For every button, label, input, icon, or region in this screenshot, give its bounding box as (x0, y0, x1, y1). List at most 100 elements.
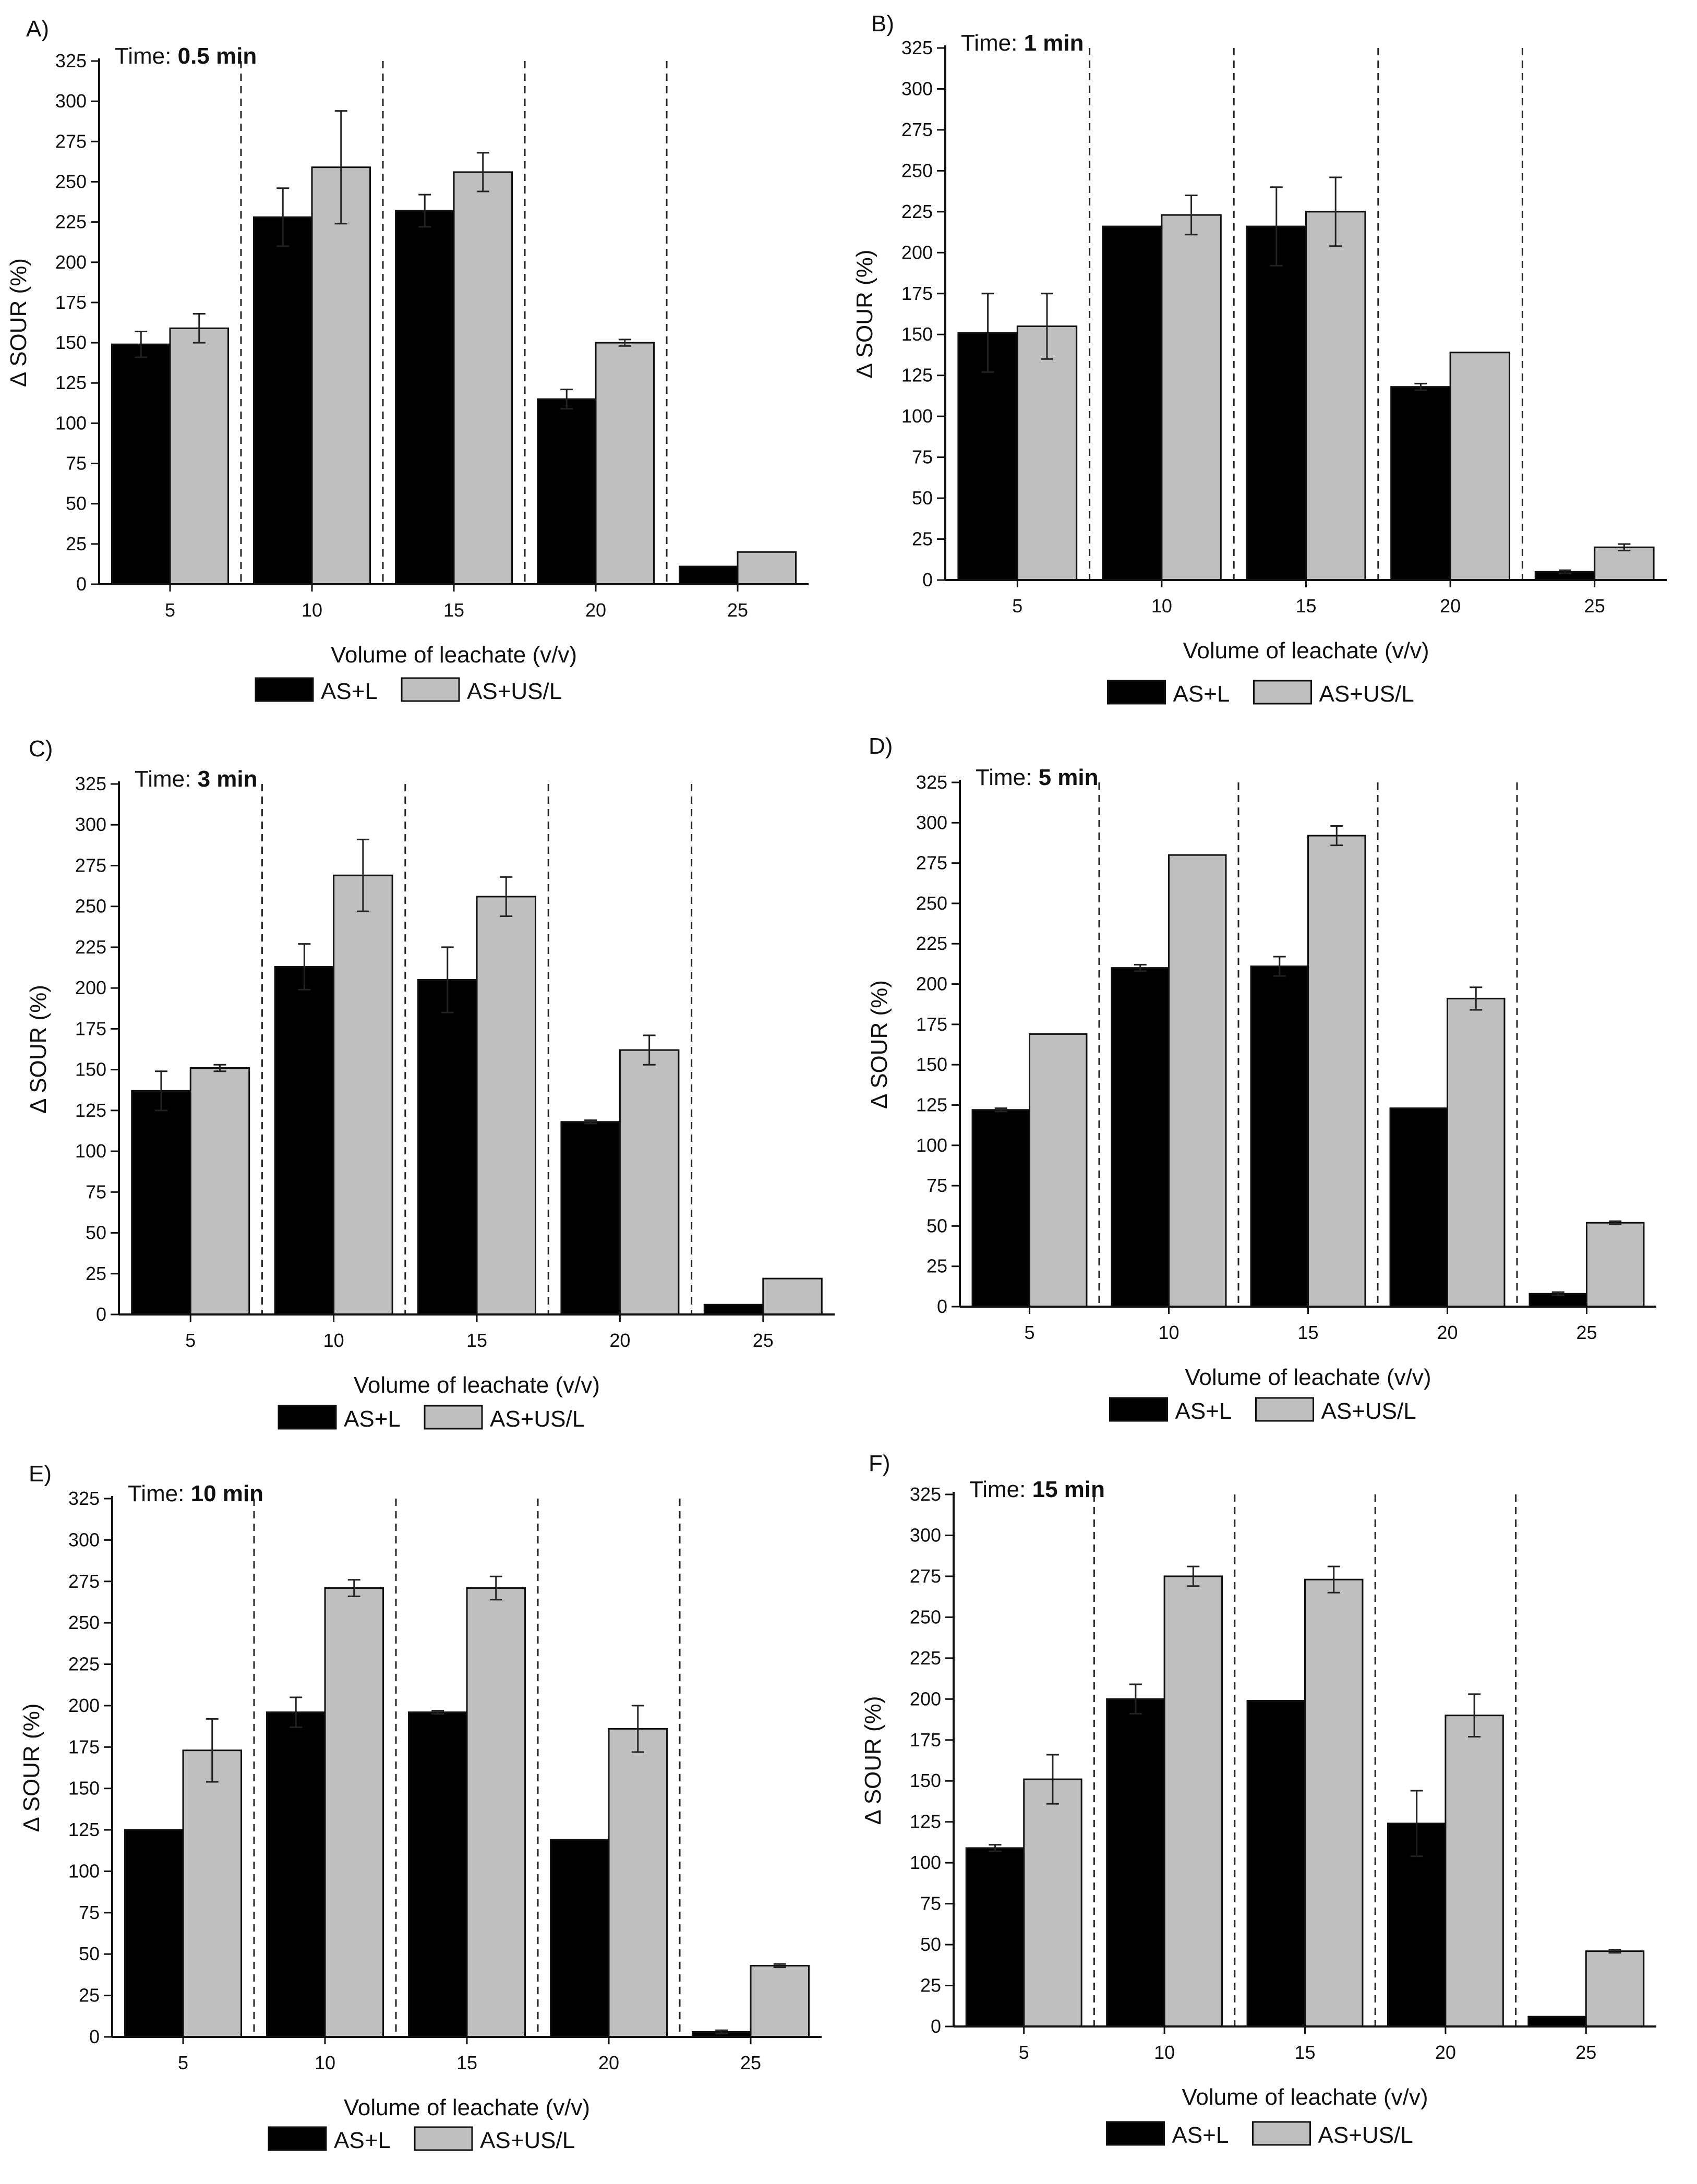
legend-label-as-us-l: AS+US/L (480, 2128, 575, 2153)
x-tick-label: 25 (1584, 595, 1605, 617)
legend: AS+L AS+US/L (1107, 680, 1414, 707)
y-tick-label: 100 (55, 412, 87, 433)
time-value: 1 min (1024, 30, 1084, 56)
bar-as-l-10 (1101, 225, 1163, 581)
time-annotation: Time: 1 min (961, 30, 1084, 56)
time-annotation: Time: 15 min (969, 1477, 1105, 1502)
bar-as-l-25 (703, 1304, 764, 1316)
x-tick-label: 5 (178, 2052, 188, 2073)
x-tick-label: 5 (1019, 2042, 1029, 2063)
y-tick-label: 0 (96, 1304, 106, 1325)
legend: AS+L AS+US/L (1109, 1397, 1416, 1424)
x-tick-label: 15 (1294, 2042, 1315, 2063)
x-tick-label: 20 (598, 2052, 619, 2073)
y-tick-label: 200 (901, 242, 933, 263)
bar-as-us-l-10 (1161, 214, 1222, 581)
bar-as-l-5 (957, 332, 1018, 581)
bar-as-l-15 (1246, 1699, 1306, 2028)
panel-f: 0 25 50 75 100 125 150 175 200 225 250 275 300 325 5 10… (860, 1451, 1656, 2148)
bar-as-l-10 (252, 216, 313, 585)
legend: AS+L AS+US/L (268, 2126, 575, 2153)
panel-label: E) (29, 1461, 52, 1487)
x-tick-label: 15 (456, 2052, 477, 2073)
y-tick-label: 300 (68, 1529, 100, 1550)
y-tick-label: 325 (901, 37, 933, 58)
bar-as-us-l-5 (1016, 325, 1078, 581)
time-prefix: Time: (969, 1477, 1032, 1502)
y-tick-label: 250 (901, 160, 933, 181)
bar-as-us-l-25 (737, 551, 797, 585)
bar-as-us-l-5 (1023, 1778, 1082, 2028)
y-tick-label: 50 (86, 1222, 106, 1244)
bar-as-l-20 (1389, 1107, 1449, 1308)
y-tick-label: 125 (901, 365, 933, 386)
y-tick-label: 0 (931, 2016, 941, 2037)
y-tick-label: 250 (916, 892, 947, 914)
y-tick-label: 250 (75, 896, 106, 917)
bar-as-us-l-25 (1586, 1222, 1645, 1308)
x-tick-label: 5 (1024, 1322, 1034, 1343)
y-tick-label: 100 (901, 405, 933, 427)
bar-as-us-l-10 (311, 166, 371, 585)
y-tick-label: 125 (55, 372, 87, 393)
y-tick-label: 125 (916, 1094, 947, 1115)
bar-as-us-l-20 (1449, 352, 1511, 581)
x-tick-label: 20 (1440, 595, 1461, 617)
bar-as-us-l-20 (1447, 997, 1506, 1308)
y-tick-label: 175 (75, 1018, 106, 1039)
bar-as-us-l-20 (1445, 1715, 1504, 2028)
y-tick-label: 150 (910, 1770, 941, 1791)
y-tick-label: 250 (68, 1612, 100, 1633)
legend-swatch-as-us-l (1255, 1397, 1314, 1422)
x-tick-label: 15 (1295, 595, 1316, 617)
y-tick-label: 200 (910, 1688, 941, 1709)
time-value: 5 min (1039, 765, 1099, 790)
x-tick-label: 10 (1158, 1322, 1179, 1343)
x-tick-label: 10 (302, 599, 322, 621)
legend-swatch-as-us-l (401, 677, 460, 702)
y-tick-label: 225 (910, 1647, 941, 1669)
y-tick-label: 300 (916, 812, 947, 833)
legend-label-as-l: AS+L (334, 2128, 391, 2153)
y-tick-label: 75 (926, 1175, 947, 1196)
bar-as-l-20 (560, 1121, 621, 1316)
y-tick-label: 25 (86, 1263, 106, 1284)
y-tick-label: 150 (901, 323, 933, 345)
y-tick-label: 125 (75, 1100, 106, 1121)
y-tick-label: 200 (916, 973, 947, 995)
y-tick-label: 25 (926, 1256, 947, 1277)
time-prefix: Time: (128, 1481, 191, 1506)
y-tick-label: 50 (926, 1215, 947, 1236)
bar-as-us-l-25 (762, 1277, 823, 1316)
panel-label: D) (869, 733, 893, 759)
y-tick-label: 150 (68, 1778, 100, 1799)
time-prefix: Time: (961, 30, 1024, 56)
y-tick-label: 325 (916, 771, 947, 793)
legend-swatch-as-l (1106, 2121, 1165, 2146)
y-tick-label: 275 (75, 854, 106, 876)
legend-label-as-l: AS+L (321, 679, 378, 704)
y-tick-label: 300 (55, 90, 87, 112)
legend-label-as-us-l: AS+US/L (1319, 681, 1414, 707)
x-tick-label: 15 (1297, 1322, 1318, 1343)
bar-as-l-15 (1246, 225, 1307, 581)
x-tick-label: 10 (1154, 2042, 1175, 2063)
legend-label-as-us-l: AS+US/L (1318, 2122, 1413, 2148)
y-tick-label: 275 (68, 1571, 100, 1592)
time-value: 0.5 min (178, 43, 257, 69)
bar-as-us-l-15 (1305, 211, 1366, 581)
legend-swatch-as-l (278, 1405, 337, 1430)
panel-label: C) (29, 736, 53, 762)
time-annotation: Time: 10 min (128, 1481, 263, 1506)
x-axis-label: Volume of leachate (v/v) (354, 1372, 600, 1398)
x-axis-label: Volume of leachate (v/v) (344, 2095, 590, 2120)
legend: AS+L AS+US/L (1106, 2121, 1413, 2148)
bar-as-l-10 (266, 1711, 326, 2038)
legend-label-as-l: AS+L (1175, 1398, 1232, 1424)
y-tick-label: 175 (68, 1736, 100, 1757)
y-tick-label: 100 (916, 1135, 947, 1156)
legend-label-as-us-l: AS+US/L (1321, 1398, 1416, 1424)
x-tick-label: 25 (1575, 2042, 1596, 2063)
y-tick-label: 225 (901, 201, 933, 222)
